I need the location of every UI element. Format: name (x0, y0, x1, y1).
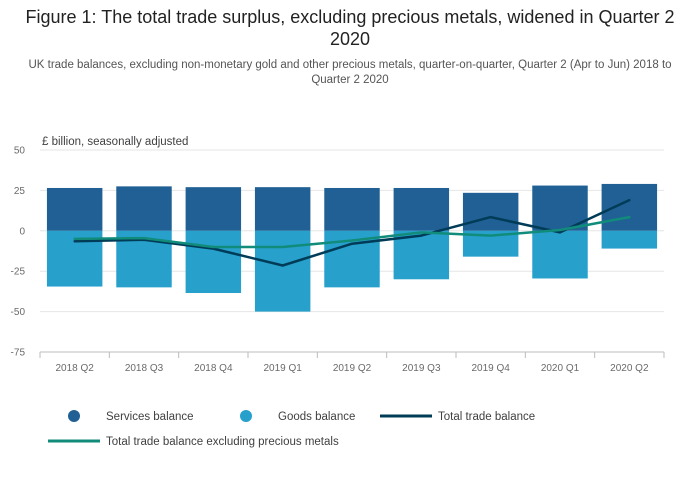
x-tick-label: 2019 Q4 (471, 363, 510, 374)
y-tick-label: -50 (11, 307, 26, 318)
services-balance-bar (185, 187, 242, 231)
goods-balance-bar (185, 230, 242, 294)
services-balance-bar (601, 183, 658, 231)
legend-services-marker (68, 410, 80, 422)
x-tick-label: 2020 Q1 (541, 363, 580, 374)
services-balance-bar (46, 187, 103, 231)
services-balance-bar (462, 192, 519, 231)
x-tick-label: 2019 Q2 (333, 363, 372, 374)
legend-goods-label: Goods balance (278, 411, 355, 423)
x-tick-label: 2018 Q2 (55, 363, 94, 374)
services-balance-bar (393, 187, 450, 231)
x-tick-label: 2019 Q3 (402, 363, 441, 374)
x-tick-label: 2018 Q3 (125, 363, 164, 374)
legend-total-excl-label: Total trade balance excluding precious m… (106, 436, 339, 448)
legend-total-label: Total trade balance (438, 411, 535, 423)
legend-goods-marker (240, 410, 252, 422)
y-axis-unit-label: £ billion, seasonally adjusted (42, 136, 189, 148)
y-tick-label: -75 (11, 348, 26, 359)
legend-services-label: Services balance (106, 411, 194, 423)
y-tick-label: 0 (19, 226, 25, 237)
services-balance-bar (324, 187, 380, 231)
x-tick-label: 2018 Q4 (194, 363, 233, 374)
x-tick-label: 2020 Q2 (610, 363, 649, 374)
y-tick-label: -25 (11, 267, 26, 278)
services-balance-bar (116, 186, 172, 231)
total-trade-balance-line (73, 198, 631, 267)
goods-balance-bar (532, 230, 588, 279)
y-tick-label: 50 (14, 146, 26, 157)
y-tick-label: 25 (14, 186, 26, 197)
chart-title: Figure 1: The total trade surplus, exclu… (25, 7, 675, 49)
chart-subtitle: UK trade balances, excluding non-monetar… (28, 59, 672, 86)
services-balance-bar (254, 187, 311, 231)
total-trade-balance-excl-precious-metals-line (73, 215, 631, 249)
x-tick-label: 2019 Q1 (263, 363, 302, 374)
goods-balance-bar (254, 230, 311, 312)
goods-balance-bar (601, 230, 658, 249)
